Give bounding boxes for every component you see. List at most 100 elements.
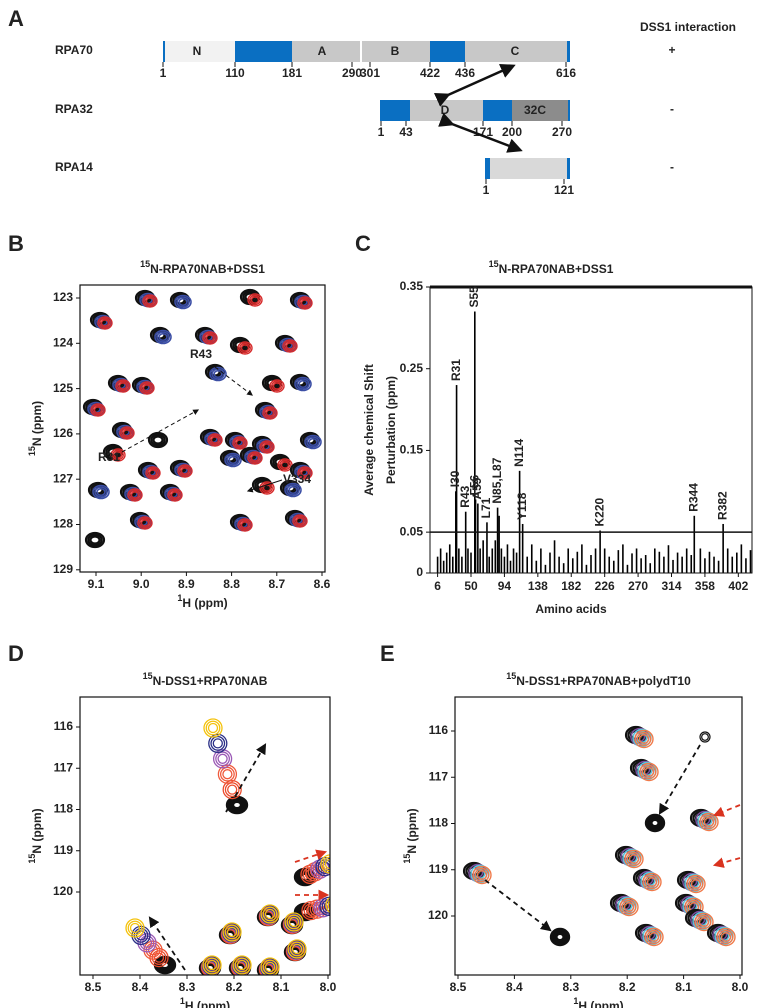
contour: [144, 295, 156, 307]
peak-label: Y118: [515, 492, 529, 520]
contour: [286, 914, 302, 930]
bar: [622, 544, 624, 573]
contour: [125, 918, 145, 938]
contour: [237, 341, 253, 355]
contour: [202, 331, 218, 345]
y-tick-label: 119: [54, 843, 74, 857]
contour: [699, 812, 719, 832]
contour: [212, 738, 223, 749]
contour: [234, 957, 250, 973]
domain-segment: [292, 41, 360, 62]
contour: [127, 488, 143, 502]
contour: [474, 867, 490, 883]
contour: [247, 451, 263, 465]
contour: [306, 436, 320, 448]
contour: [154, 329, 172, 345]
y-tick-label: 118: [54, 802, 74, 816]
contour: [284, 482, 302, 498]
contour: [139, 935, 155, 951]
x-tick-label: 8.4: [506, 980, 523, 994]
y-tick-label: 123: [53, 290, 73, 304]
bar: [749, 550, 752, 573]
boundary-label: 1: [483, 183, 490, 197]
contour: [130, 491, 140, 499]
contour: [284, 340, 296, 352]
panel-label: B: [8, 231, 24, 256]
contours: [82, 288, 322, 549]
contour: [551, 929, 569, 945]
bar: [488, 556, 491, 573]
boundary-label: 270: [552, 125, 572, 139]
boundary-label: 422: [420, 66, 440, 80]
contour: [297, 296, 313, 310]
contour: [298, 379, 308, 389]
bar: [663, 556, 665, 573]
x-tick-label: 8.5: [85, 980, 102, 994]
bar: [486, 522, 488, 573]
contour: [555, 932, 565, 942]
peak-label: N85,L87: [490, 457, 504, 503]
contour: [720, 932, 732, 942]
contour: [207, 722, 219, 734]
x-tick-label: 8.2: [226, 980, 243, 994]
contour: [295, 517, 305, 525]
bar: [693, 515, 696, 573]
contours: [125, 718, 330, 975]
contour: [84, 531, 106, 549]
contour: [282, 339, 298, 353]
contour: [247, 293, 263, 307]
bar: [617, 550, 620, 573]
contour: [139, 517, 151, 529]
contour: [202, 955, 222, 975]
contour: [110, 448, 126, 462]
contour: [204, 332, 216, 344]
contour: [222, 779, 242, 800]
contour: [296, 378, 310, 390]
contour: [235, 439, 245, 447]
contour: [158, 332, 168, 342]
contour: [203, 718, 223, 738]
bar: [482, 540, 484, 573]
contour: [322, 856, 330, 872]
contour: [206, 959, 218, 971]
contour: [716, 927, 736, 947]
contour: [327, 899, 330, 911]
shift-arrow: [712, 804, 741, 817]
x-axis-label-text: H (ppm): [182, 596, 227, 610]
contour: [127, 920, 143, 936]
contour: [684, 897, 704, 917]
y-axis-label-text: N (ppm): [30, 401, 44, 446]
contour: [644, 813, 666, 833]
contour: [89, 535, 101, 545]
bar: [708, 551, 711, 573]
bar: [491, 548, 494, 573]
bar: [470, 552, 472, 573]
domain-label: D: [441, 103, 450, 117]
contour: [284, 912, 304, 932]
contour: [97, 316, 113, 330]
contour: [232, 955, 252, 975]
contour: [701, 733, 709, 741]
contour: [145, 297, 155, 305]
contour: [261, 482, 273, 494]
y-tick-label: 120: [53, 884, 73, 898]
contour: [219, 766, 235, 782]
contour: [176, 296, 190, 308]
peak-label: R43: [458, 485, 472, 507]
interaction-sign: -: [670, 160, 674, 174]
y-axis-label: 15N (ppm): [402, 808, 419, 863]
contour: [92, 404, 104, 416]
bar: [467, 548, 469, 573]
bar: [500, 548, 503, 573]
contour: [224, 924, 240, 940]
contour: [119, 426, 135, 440]
boundary-label: 1: [160, 66, 167, 80]
domain-segment: [568, 100, 570, 121]
contours: [462, 725, 736, 947]
contour: [300, 469, 310, 477]
contour: [300, 299, 310, 307]
plot-frame: [79, 696, 331, 976]
contour: [285, 342, 295, 350]
panel-label: A: [8, 6, 24, 31]
contour: [113, 451, 123, 459]
